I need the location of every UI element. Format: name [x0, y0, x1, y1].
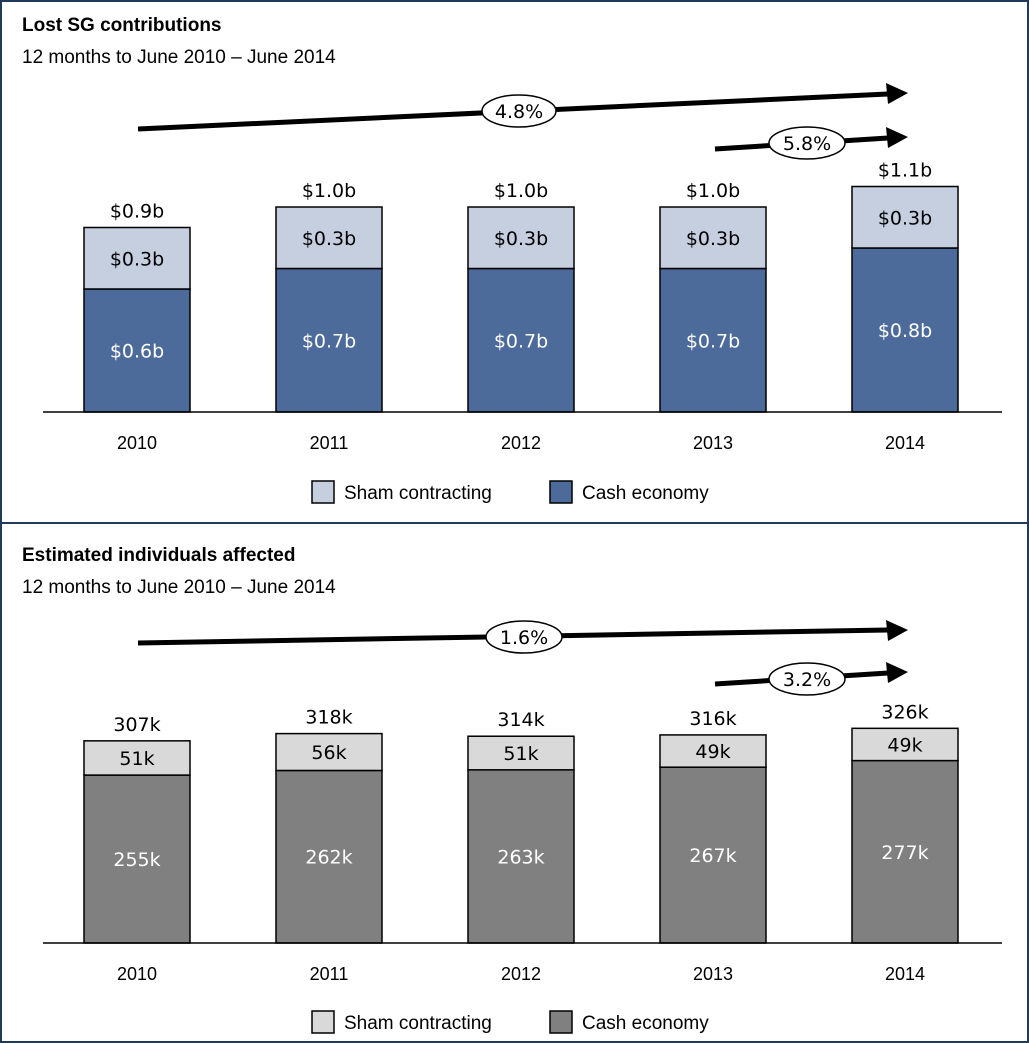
total-label: $1.1b: [878, 160, 932, 182]
growth-label: 1.6%: [500, 627, 548, 649]
legend-label: Sham contracting: [344, 1013, 492, 1034]
x-tick-labels: 2010 2011 2012 2013 2014: [117, 433, 925, 453]
total-label: 318k: [305, 707, 352, 729]
data-label: 49k: [887, 734, 922, 756]
chart-subtitle: 12 months to June 2010 – June 2014: [22, 577, 336, 598]
legend: Sham contracting Cash economy: [311, 480, 709, 504]
total-label: 316k: [689, 708, 736, 730]
data-label: 51k: [119, 748, 154, 770]
bar-cash-economy: [467, 769, 575, 944]
data-label: 49k: [695, 741, 730, 763]
bar-cash-economy: [659, 766, 767, 944]
panel-estimated-individuals-affected: Estimated individuals affected 12 months…: [22, 545, 1002, 1034]
bar-sham-contracting: [659, 734, 767, 768]
total-label: 314k: [497, 709, 544, 731]
x-tick-label: 2014: [885, 964, 925, 984]
bars: 255k 51k 307k 262k 56k 318k 263k 51k 314k 267k 49k…: [83, 701, 959, 944]
panel-lost-sg-contributions: Lost SG contributions 12 months to June …: [22, 15, 1002, 504]
data-label: 262k: [305, 847, 352, 869]
bar-sham-contracting: [851, 727, 959, 762]
x-tick-label: 2011: [310, 433, 349, 453]
chart-title: Lost SG contributions: [22, 15, 222, 36]
data-label: $0.3b: [302, 228, 356, 250]
data-label: 51k: [503, 743, 538, 765]
data-label: $0.3b: [686, 228, 740, 250]
total-label: 307k: [113, 714, 160, 736]
bar-cash-economy: [83, 774, 191, 944]
data-label: 267k: [689, 845, 736, 867]
bars: $0.6b $0.3b $0.9b $0.7b $0.3b $1.0b $0.7b $0.3b…: [83, 160, 959, 413]
bar-cash-economy: [275, 267, 383, 413]
bar-cash-economy: [851, 759, 959, 944]
bar-sham-contracting: [659, 206, 767, 270]
bar-cash-economy: [659, 267, 767, 413]
legend: Sham contracting Cash economy: [311, 1010, 709, 1034]
chart-subtitle: 12 months to June 2010 – June 2014: [22, 47, 336, 68]
x-tick-labels: 2010 2011 2012 2013 2014: [117, 964, 925, 984]
bar-sham-contracting: [467, 206, 575, 270]
chart-title: Estimated individuals affected: [22, 545, 295, 566]
legend-label: Cash economy: [582, 1013, 709, 1034]
total-label: $1.0b: [686, 180, 740, 202]
x-tick-label: 2012: [501, 433, 541, 453]
data-label: 277k: [881, 842, 928, 864]
growth-arrow-short: 5.8%: [714, 126, 908, 160]
bar-sham-contracting: [851, 185, 959, 249]
total-label: $1.0b: [494, 180, 548, 202]
total-label: $1.0b: [302, 180, 356, 202]
bar-cash-economy: [275, 769, 383, 944]
growth-label: 5.8%: [783, 133, 831, 155]
x-tick-label: 2013: [693, 433, 733, 453]
data-label: $0.7b: [494, 330, 548, 352]
data-label: $0.7b: [686, 330, 740, 352]
bar-sham-contracting: [275, 206, 383, 270]
x-tick-label: 2012: [501, 964, 541, 984]
x-tick-label: 2010: [117, 433, 157, 453]
legend-swatch-cash-economy: [549, 480, 573, 504]
data-label: $0.8b: [878, 320, 932, 342]
legend-label: Sham contracting: [344, 483, 492, 504]
data-label: $0.6b: [110, 341, 164, 363]
x-tick-label: 2011: [310, 964, 349, 984]
legend-label: Cash economy: [582, 483, 709, 504]
growth-arrow-long: 4.8%: [137, 83, 908, 132]
bar-sham-contracting: [467, 735, 575, 771]
total-label: 326k: [881, 701, 928, 723]
bar-sham-contracting: [275, 732, 383, 772]
growth-arrow-long: 1.6%: [137, 620, 908, 654]
data-label: $0.3b: [878, 207, 932, 229]
x-tick-label: 2014: [885, 433, 925, 453]
bar-cash-economy: [467, 267, 575, 413]
data-label: $0.7b: [302, 330, 356, 352]
data-label: 263k: [497, 846, 544, 868]
legend-swatch-cash-economy: [549, 1010, 573, 1034]
growth-label: 4.8%: [495, 101, 543, 123]
growth-arrow-short: 3.2%: [714, 662, 908, 696]
bar-cash-economy: [83, 288, 191, 413]
total-label: $0.9b: [110, 201, 164, 223]
x-tick-label: 2013: [693, 964, 733, 984]
bar-sham-contracting: [83, 226, 191, 290]
data-label: 255k: [113, 849, 160, 871]
data-label: 56k: [311, 742, 346, 764]
x-tick-label: 2010: [117, 964, 157, 984]
legend-swatch-sham-contracting: [311, 480, 335, 504]
data-label: $0.3b: [110, 248, 164, 270]
legend-swatch-sham-contracting: [311, 1010, 335, 1034]
growth-label: 3.2%: [783, 669, 831, 691]
bar-sham-contracting: [83, 740, 191, 776]
data-label: $0.3b: [494, 228, 548, 250]
